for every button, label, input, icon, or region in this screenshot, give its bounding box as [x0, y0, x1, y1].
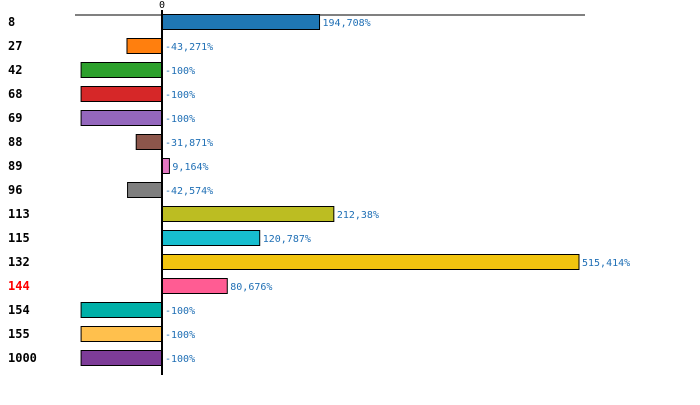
- bar-96: [127, 182, 163, 198]
- value-label-27: -43,271%: [165, 42, 213, 53]
- value-label-1000: -100%: [165, 354, 195, 365]
- bar-113: [161, 206, 335, 222]
- category-label-27: 27: [8, 39, 22, 53]
- bar-155: [80, 326, 163, 342]
- category-label-1000: 1000: [8, 351, 37, 365]
- bar-132: [161, 254, 580, 270]
- category-label-42: 42: [8, 63, 22, 77]
- zero-tick-label: 0: [159, 0, 165, 11]
- bar-1000: [80, 350, 163, 366]
- value-label-42: -100%: [165, 66, 195, 77]
- bar-8: [161, 14, 321, 30]
- category-label-144: 144: [8, 279, 30, 293]
- bar-154: [80, 302, 163, 318]
- value-label-89: 9,164%: [172, 162, 208, 173]
- value-label-113: 212,38%: [337, 210, 379, 221]
- category-label-89: 89: [8, 159, 22, 173]
- value-label-115: 120,787%: [263, 234, 311, 245]
- category-label-113: 113: [8, 207, 30, 221]
- bar-42: [80, 62, 163, 78]
- category-label-154: 154: [8, 303, 30, 317]
- bar-89: [161, 158, 170, 174]
- value-labels: 194,708% -43,271% -100% -100% -100% -31,871% 9…: [165, 18, 630, 365]
- category-label-155: 155: [8, 327, 30, 341]
- bar-115: [161, 230, 261, 246]
- value-label-88: -31,871%: [165, 138, 213, 149]
- category-labels: 8 27 42 68 69 88 89 96 113 115 132 144 154 155 1000: [8, 15, 37, 365]
- category-label-8: 8: [8, 15, 15, 29]
- category-label-68: 68: [8, 87, 22, 101]
- category-label-96: 96: [8, 183, 22, 197]
- value-label-144: 80,676%: [230, 282, 272, 293]
- value-label-96: -42,574%: [165, 186, 213, 197]
- value-label-69: -100%: [165, 114, 195, 125]
- bar-88: [135, 134, 163, 150]
- bar-27: [126, 38, 163, 54]
- value-label-132: 515,414%: [582, 258, 630, 269]
- bar-69: [80, 110, 163, 126]
- category-label-132: 132: [8, 255, 30, 269]
- value-label-155: -100%: [165, 330, 195, 341]
- value-label-68: -100%: [165, 90, 195, 101]
- category-label-69: 69: [8, 111, 22, 125]
- value-label-154: -100%: [165, 306, 195, 317]
- category-label-115: 115: [8, 231, 30, 245]
- bar-68: [80, 86, 163, 102]
- bars-group: [80, 14, 580, 366]
- bar-144: [161, 278, 228, 294]
- category-label-88: 88: [8, 135, 22, 149]
- value-label-8: 194,708%: [323, 18, 371, 29]
